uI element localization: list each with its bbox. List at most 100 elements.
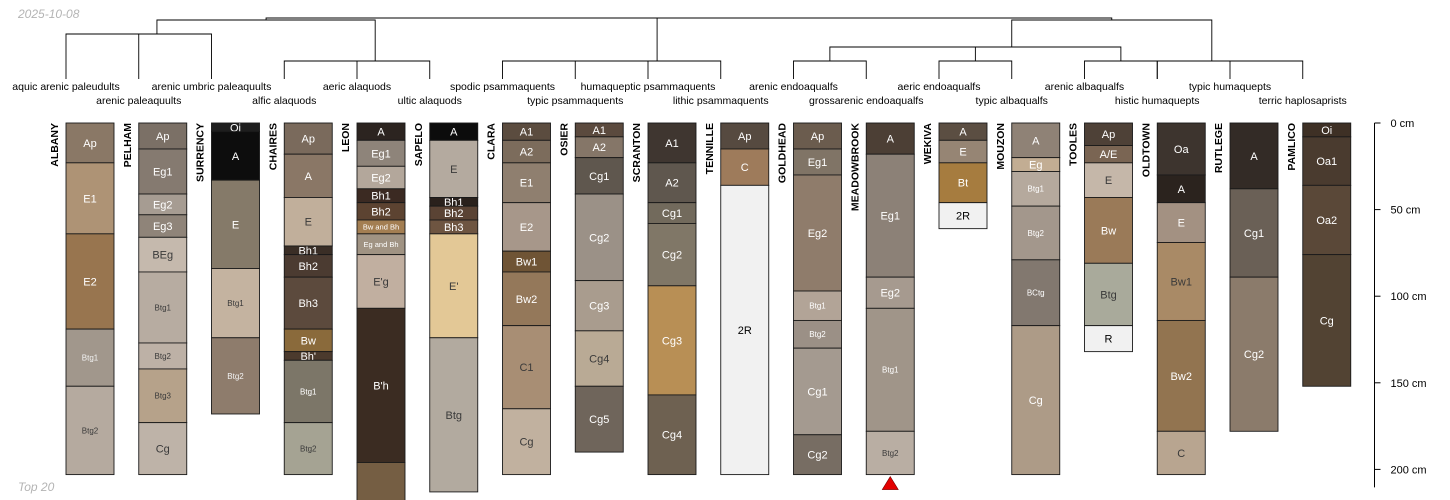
horizon-label: Cg2: [807, 450, 827, 462]
horizon-a: [211, 131, 260, 181]
horizon-label: Cg1: [807, 386, 827, 398]
horizon-e: [211, 179, 260, 269]
horizon-label: Cg4: [662, 430, 682, 442]
horizon-label: Eg1: [153, 166, 173, 178]
horizon-btg2: [211, 337, 260, 415]
horizon-eg2: [865, 276, 915, 309]
horizon-label: A: [887, 134, 895, 146]
horizon-cg4: [647, 394, 697, 476]
dendrogram-branch-14: [1229, 60, 1304, 79]
profile-tennille: TENNILLE Ap C 2R: [704, 122, 770, 476]
horizon-label: Cg: [519, 437, 533, 449]
profile-rutlege: RUTLEGE A Cg1 Cg2: [1213, 122, 1279, 432]
horizon-b-h: [356, 307, 406, 463]
profile-meadowbrook: MEADOWBROOK A Eg1 Eg2 Btg1 Btg2: [849, 122, 915, 476]
horizon-label: Cg: [1320, 315, 1334, 327]
horizon-label: Eg3: [153, 221, 173, 233]
horizon-2r: [720, 184, 770, 476]
horizon-2r: [938, 202, 988, 230]
horizon-label: 2R: [956, 211, 970, 223]
horizon-label: E: [232, 219, 239, 231]
horizon-label: Cg3: [662, 335, 682, 347]
profile-name: RUTLEGE: [1213, 123, 1225, 173]
horizon-label: Cg2: [589, 232, 609, 244]
profile-wekiva: WEKIVA AE Bt 2R: [922, 122, 988, 230]
horizon-label: Ap: [811, 131, 824, 143]
horizon-e: [1084, 162, 1133, 198]
profile-name: MOUZON: [995, 123, 1007, 170]
horizon-label: E'g: [373, 276, 389, 288]
dendrogram-leaf-label: typic humaquepts: [1189, 81, 1271, 93]
horizon-label: Eg1: [371, 148, 391, 160]
horizon-label: Cg5: [589, 414, 609, 426]
horizon-cg: [1011, 325, 1061, 476]
horizon-label: Cg: [156, 444, 170, 456]
profile-name: CLARA: [486, 123, 498, 160]
profile-pamlico: PAMLICO Oi Oa1 Oa2 Cg: [1286, 122, 1352, 387]
horizon-ap: [65, 122, 115, 164]
horizon-oa: [1156, 122, 1206, 176]
horizon-label: A2: [593, 142, 606, 154]
profile-name: LEON: [340, 123, 352, 152]
dendrogram: [65, 17, 1304, 79]
horizon-bctg: [1011, 259, 1061, 327]
horizon-cg2: [1229, 276, 1279, 432]
dendrogram-branch-11: [829, 46, 976, 61]
horizon-label: Ap: [302, 134, 315, 146]
horizon-label: A: [232, 151, 240, 163]
horizon-e1: [65, 162, 115, 235]
horizon-a: [1229, 122, 1279, 190]
horizon-label: Cg2: [662, 250, 682, 262]
horizon-e-g: [356, 254, 406, 309]
profile-name: ALBANY: [49, 123, 61, 167]
horizon-label: A: [1178, 184, 1186, 196]
horizon-e2: [65, 233, 115, 330]
dendrogram-branch-5: [156, 19, 376, 61]
profile-name: OSIER: [558, 123, 570, 156]
profile-mouzon: MOUZON A Eg Btg1 Btg2 BCtg Cg: [995, 122, 1061, 476]
horizon-label: Eg1: [880, 211, 900, 223]
dendrogram-branch-7: [538, 60, 649, 79]
horizon-label: Cg1: [662, 208, 682, 220]
horizon-btg1: [211, 268, 260, 339]
horizon-label: Eg2: [153, 199, 173, 211]
horizon-eg1: [138, 148, 188, 195]
horizon-label: Cg4: [589, 354, 609, 366]
date-label: 2025-10-08: [18, 7, 80, 21]
horizon-label: Cg1: [1244, 228, 1264, 240]
horizon-label: Btg1: [809, 302, 826, 311]
dendrogram-leaf-label: alfic alaquods: [252, 95, 316, 107]
horizon-label: E: [305, 217, 312, 229]
horizon-label: A2: [520, 147, 533, 159]
horizon-r: [1084, 325, 1133, 353]
horizon-label: E2: [520, 222, 533, 234]
horizon-cg2: [793, 434, 842, 476]
horizon-a1: [647, 122, 697, 164]
dendrogram-branch-8: [593, 60, 722, 79]
horizon-label: A: [1250, 151, 1258, 163]
horizon-eg2: [793, 174, 842, 292]
horizon-label: A: [305, 171, 313, 183]
horizon-label: Cg2: [1244, 349, 1264, 361]
horizon-label: Btg3: [155, 392, 172, 401]
horizon-label: A1: [593, 125, 606, 137]
profile-clara: CLARA A1 A2 E1 E2 Bw1 Bw2 C1 Cg: [486, 122, 551, 476]
dendrogram-leaf-label: typic psammaquents: [527, 95, 623, 107]
horizon-c1: [502, 325, 551, 410]
horizon-label: Bh2: [298, 261, 318, 273]
horizon-bw2: [502, 271, 551, 327]
horizon-cg1: [1229, 188, 1279, 278]
horizon-a: [1156, 174, 1206, 204]
horizon-label: A: [959, 127, 967, 139]
dendrogram-leaf-label: arenic paleaquults: [96, 95, 181, 107]
dendrogram-leaf-label: lithic psammaquents: [673, 95, 769, 107]
profile-name: TENNILLE: [704, 123, 716, 174]
horizon-label: Btg1: [82, 354, 99, 363]
horizon-label: Oa2: [1316, 215, 1337, 227]
horizon-cg4: [574, 330, 624, 387]
horizon-label: Btg2: [882, 449, 899, 458]
horizon-cg3: [647, 285, 697, 396]
profile-name: SCRANTON: [631, 123, 643, 182]
horizon-label: Oa: [1174, 144, 1190, 156]
